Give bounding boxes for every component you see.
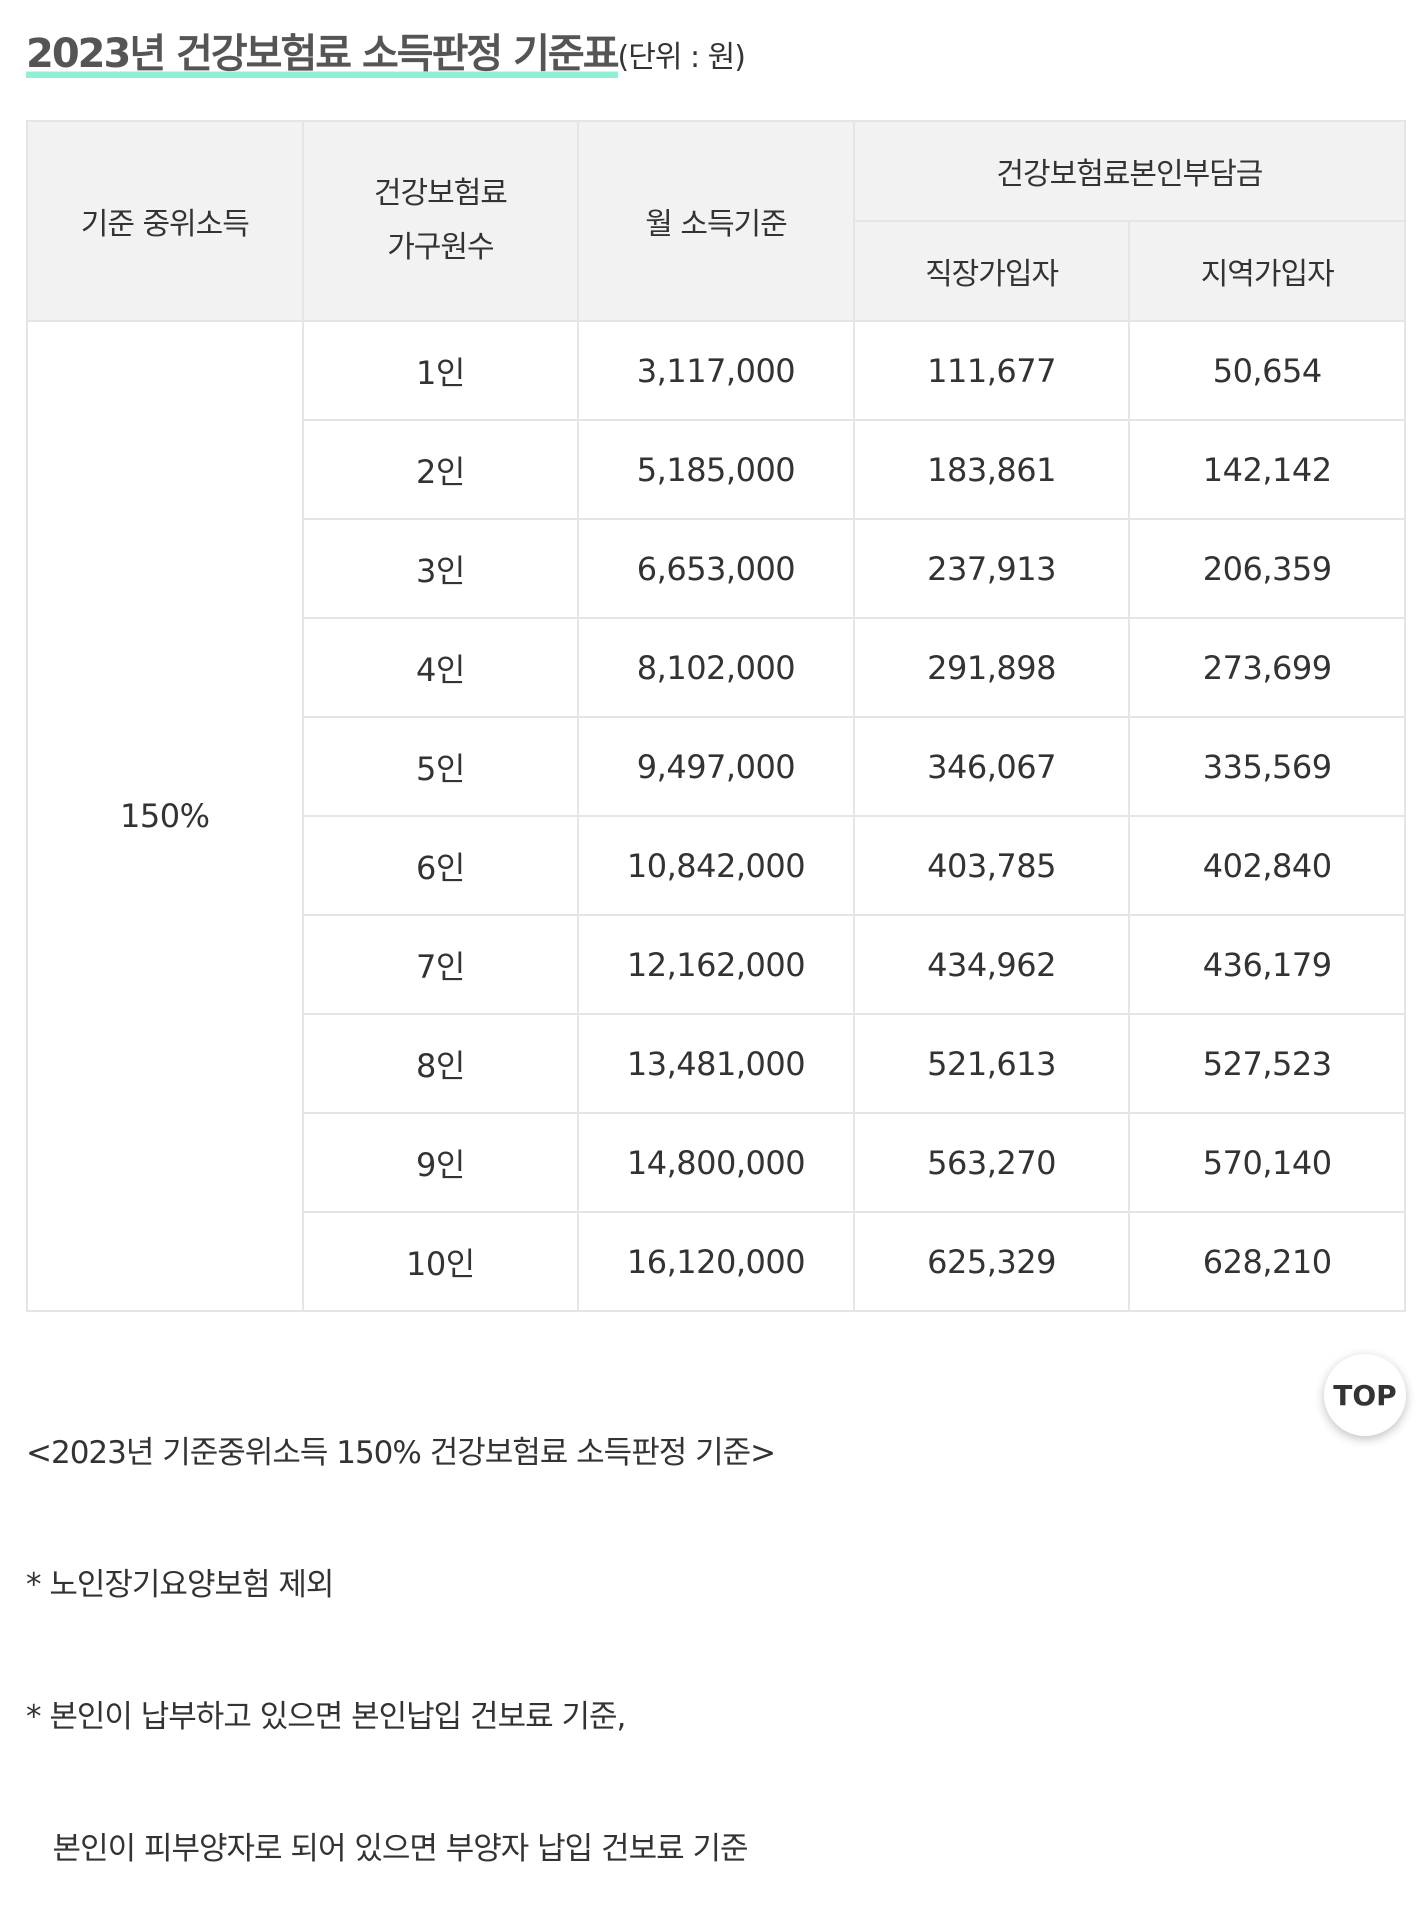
note-caption: <2023년 기준중위소득 150% 건강보험료 소득판정 기준>	[26, 1435, 776, 1471]
unit-label: (단위 : 원)	[617, 40, 746, 75]
household-count-cell: 3인	[301, 518, 580, 619]
household-count-cell: 1인	[301, 320, 580, 421]
header-household-count: 건강보험료 가구원수	[301, 120, 580, 322]
median-income-cell: 150%	[26, 320, 304, 1312]
title-area: 2023년 건강보험료 소득판정 기준표(단위 : 원)	[26, 28, 746, 88]
employee-burden-cell: 521,613	[852, 1013, 1131, 1114]
regional-burden-cell: 402,840	[1128, 815, 1406, 916]
table-row: 8인 13,481,000 521,613 527,523	[27, 1013, 1406, 1114]
note-item: 본인이 피부양자로 되어 있으면 부양자 납입 건보료 기준	[26, 1831, 749, 1867]
employee-burden-cell: 403,785	[852, 815, 1131, 916]
table-row: 5인 9,497,000 346,067 335,569	[27, 716, 1406, 817]
notes: <2023년 기준중위소득 150% 건강보험료 소득판정 기준> * 노인장기…	[26, 1343, 776, 1915]
scroll-top-button[interactable]: TOP	[1324, 1354, 1406, 1436]
table-row: 3인 6,653,000 237,913 206,359	[27, 518, 1406, 619]
table-row: 4인 8,102,000 291,898 273,699	[27, 617, 1406, 718]
income-criteria-table: 기준 중위소득 건강보험료 가구원수 월 소득기준 건강보험료본인부담금 직장가…	[26, 120, 1407, 1312]
monthly-income-cell: 13,481,000	[577, 1013, 855, 1114]
regional-burden-cell: 206,359	[1128, 518, 1406, 619]
household-count-cell: 10인	[301, 1211, 580, 1312]
employee-burden-cell: 237,913	[852, 518, 1131, 619]
table-header: 기준 중위소득 건강보험료 가구원수 월 소득기준 건강보험료본인부담금 직장가…	[26, 120, 1407, 322]
header-median-income: 기준 중위소득	[26, 120, 304, 322]
regional-burden-cell: 570,140	[1128, 1112, 1406, 1213]
household-count-cell: 6인	[301, 815, 580, 916]
regional-burden-cell: 628,210	[1128, 1211, 1406, 1312]
monthly-income-cell: 10,842,000	[577, 815, 855, 916]
household-count-cell: 8인	[301, 1013, 580, 1114]
regional-burden-cell: 527,523	[1128, 1013, 1406, 1114]
table-row: 9인 14,800,000 563,270 570,140	[27, 1112, 1406, 1213]
household-count-cell: 2인	[301, 419, 580, 520]
note-item: * 노인장기요양보험 제외	[26, 1567, 334, 1603]
monthly-income-cell: 3,117,000	[577, 320, 855, 421]
page-title: 2023년 건강보험료 소득판정 기준표	[26, 28, 620, 80]
header-monthly-income: 월 소득기준	[577, 120, 855, 322]
regional-burden-cell: 273,699	[1128, 617, 1406, 718]
table-row: 10인 16,120,000 625,329 628,210	[27, 1211, 1406, 1312]
employee-burden-cell: 434,962	[852, 914, 1131, 1015]
monthly-income-cell: 9,497,000	[577, 716, 855, 817]
household-count-cell: 7인	[301, 914, 580, 1015]
regional-burden-cell: 50,654	[1128, 320, 1406, 421]
regional-burden-cell: 436,179	[1128, 914, 1406, 1015]
household-count-cell: 5인	[301, 716, 580, 817]
header-household-line1: 건강보험료	[373, 176, 508, 211]
note-item: * 본인이 납부하고 있으면 본인납입 건보료 기준,	[26, 1699, 626, 1735]
employee-burden-cell: 625,329	[852, 1211, 1131, 1312]
regional-burden-cell: 335,569	[1128, 716, 1406, 817]
header-employee-subscriber: 직장가입자	[852, 220, 1131, 322]
household-count-cell: 4인	[301, 617, 580, 718]
header-burden-group: 건강보험료본인부담금	[852, 120, 1407, 222]
employee-burden-cell: 563,270	[852, 1112, 1131, 1213]
employee-burden-cell: 111,677	[852, 320, 1131, 421]
monthly-income-cell: 12,162,000	[577, 914, 855, 1015]
table-row: 6인 10,842,000 403,785 402,840	[27, 815, 1406, 916]
table-row: 150% 1인 3,117,000 111,677 50,654	[26, 320, 1406, 1312]
employee-burden-cell: 346,067	[852, 716, 1131, 817]
monthly-income-cell: 8,102,000	[577, 617, 855, 718]
employee-burden-cell: 183,861	[852, 419, 1131, 520]
monthly-income-cell: 14,800,000	[577, 1112, 855, 1213]
header-regional-subscriber: 지역가입자	[1128, 220, 1406, 322]
monthly-income-cell: 16,120,000	[577, 1211, 855, 1312]
household-count-cell: 9인	[301, 1112, 580, 1213]
table-row: 2인 5,185,000 183,861 142,142	[27, 419, 1406, 520]
monthly-income-cell: 6,653,000	[577, 518, 855, 619]
table-row: 7인 12,162,000 434,962 436,179	[27, 914, 1406, 1015]
header-household-line2: 가구원수	[387, 230, 494, 265]
table-body: 150% 1인 3,117,000 111,677 50,654 2인 5,185,000 1…	[26, 320, 1406, 1312]
monthly-income-cell: 5,185,000	[577, 419, 855, 520]
regional-burden-cell: 142,142	[1128, 419, 1406, 520]
employee-burden-cell: 291,898	[852, 617, 1131, 718]
